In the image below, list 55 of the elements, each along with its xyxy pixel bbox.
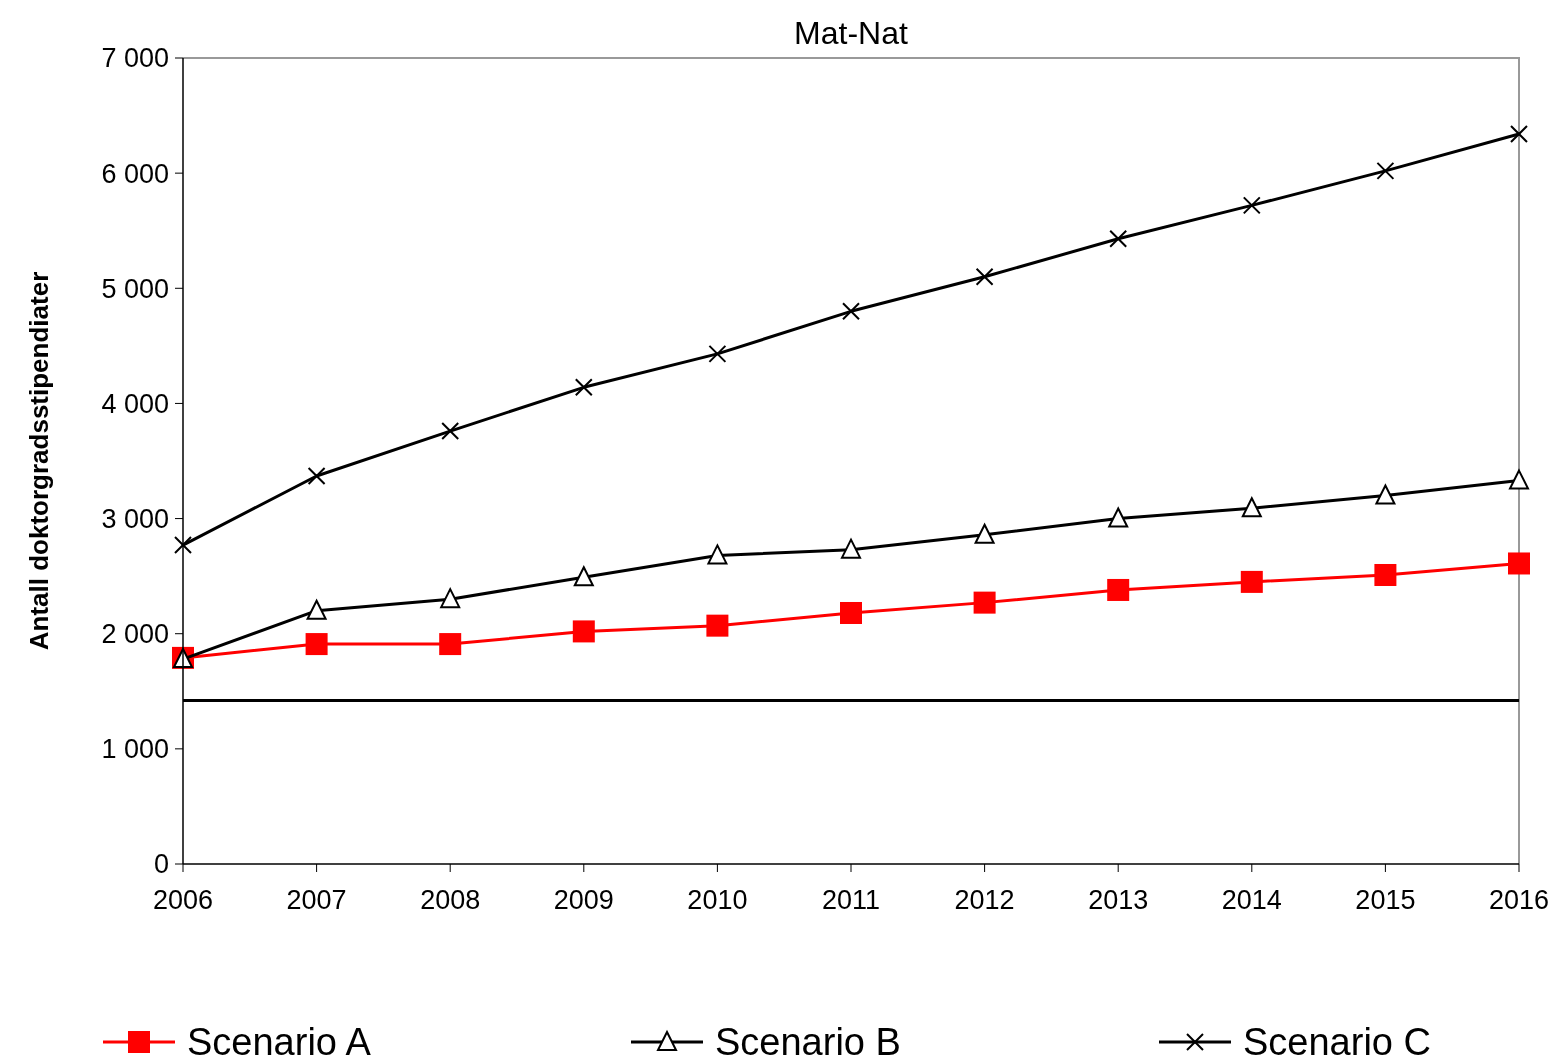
point <box>1109 229 1128 248</box>
point <box>1374 563 1397 586</box>
x-tick-label: 2008 <box>420 885 481 915</box>
point <box>307 466 326 485</box>
point <box>973 591 996 614</box>
x-tick-label: 2009 <box>553 885 614 915</box>
point <box>707 544 728 565</box>
x-tick-label: 2015 <box>1355 885 1416 915</box>
point <box>1508 552 1530 575</box>
point <box>1108 507 1129 528</box>
point <box>441 422 460 441</box>
point <box>974 523 995 544</box>
y-tick-label: 4 000 <box>101 388 169 419</box>
legend-label: Scenario A <box>187 1021 372 1056</box>
y-tick-label: 2 000 <box>101 619 169 650</box>
y-tick-label: 1 000 <box>101 734 169 765</box>
point <box>975 267 994 286</box>
x-tick-label: 2016 <box>1488 885 1550 915</box>
point <box>1509 469 1529 490</box>
point <box>1376 161 1395 180</box>
x-tick-label: 2006 <box>152 885 214 915</box>
x-tick-label: 2012 <box>954 885 1015 915</box>
legend-label: Scenario B <box>715 1021 901 1056</box>
x-tick-label: 2014 <box>1221 885 1282 915</box>
y-axis-title: Antall doktorgradsstipendiater <box>24 271 54 651</box>
point <box>1510 124 1528 143</box>
point <box>572 620 595 643</box>
y-tick-label: 0 <box>153 849 169 880</box>
x-tick-label: 2010 <box>687 885 748 915</box>
point <box>440 588 461 609</box>
point <box>842 302 860 321</box>
chart-title: Mat-Nat <box>794 15 909 51</box>
x-tick-label: 2007 <box>286 885 347 915</box>
point <box>1107 578 1130 601</box>
point <box>1241 497 1262 518</box>
point <box>573 566 594 587</box>
point <box>1375 484 1396 505</box>
point <box>841 538 861 559</box>
point <box>706 614 729 637</box>
point <box>305 633 328 656</box>
point <box>840 601 862 624</box>
point <box>306 599 327 620</box>
point <box>574 378 593 397</box>
point <box>439 633 462 656</box>
point <box>174 536 192 555</box>
y-tick-label: 3 000 <box>101 504 169 535</box>
y-tick-label: 7 000 <box>101 43 169 74</box>
y-tick-label: 5 000 <box>101 273 169 304</box>
x-tick-label: 2011 <box>821 885 881 915</box>
legend-label: Scenario C <box>1243 1021 1431 1056</box>
y-tick-label: 6 000 <box>101 158 169 189</box>
point <box>708 344 727 363</box>
point <box>1242 196 1261 215</box>
point <box>1240 570 1263 593</box>
x-tick-label: 2013 <box>1088 885 1149 915</box>
